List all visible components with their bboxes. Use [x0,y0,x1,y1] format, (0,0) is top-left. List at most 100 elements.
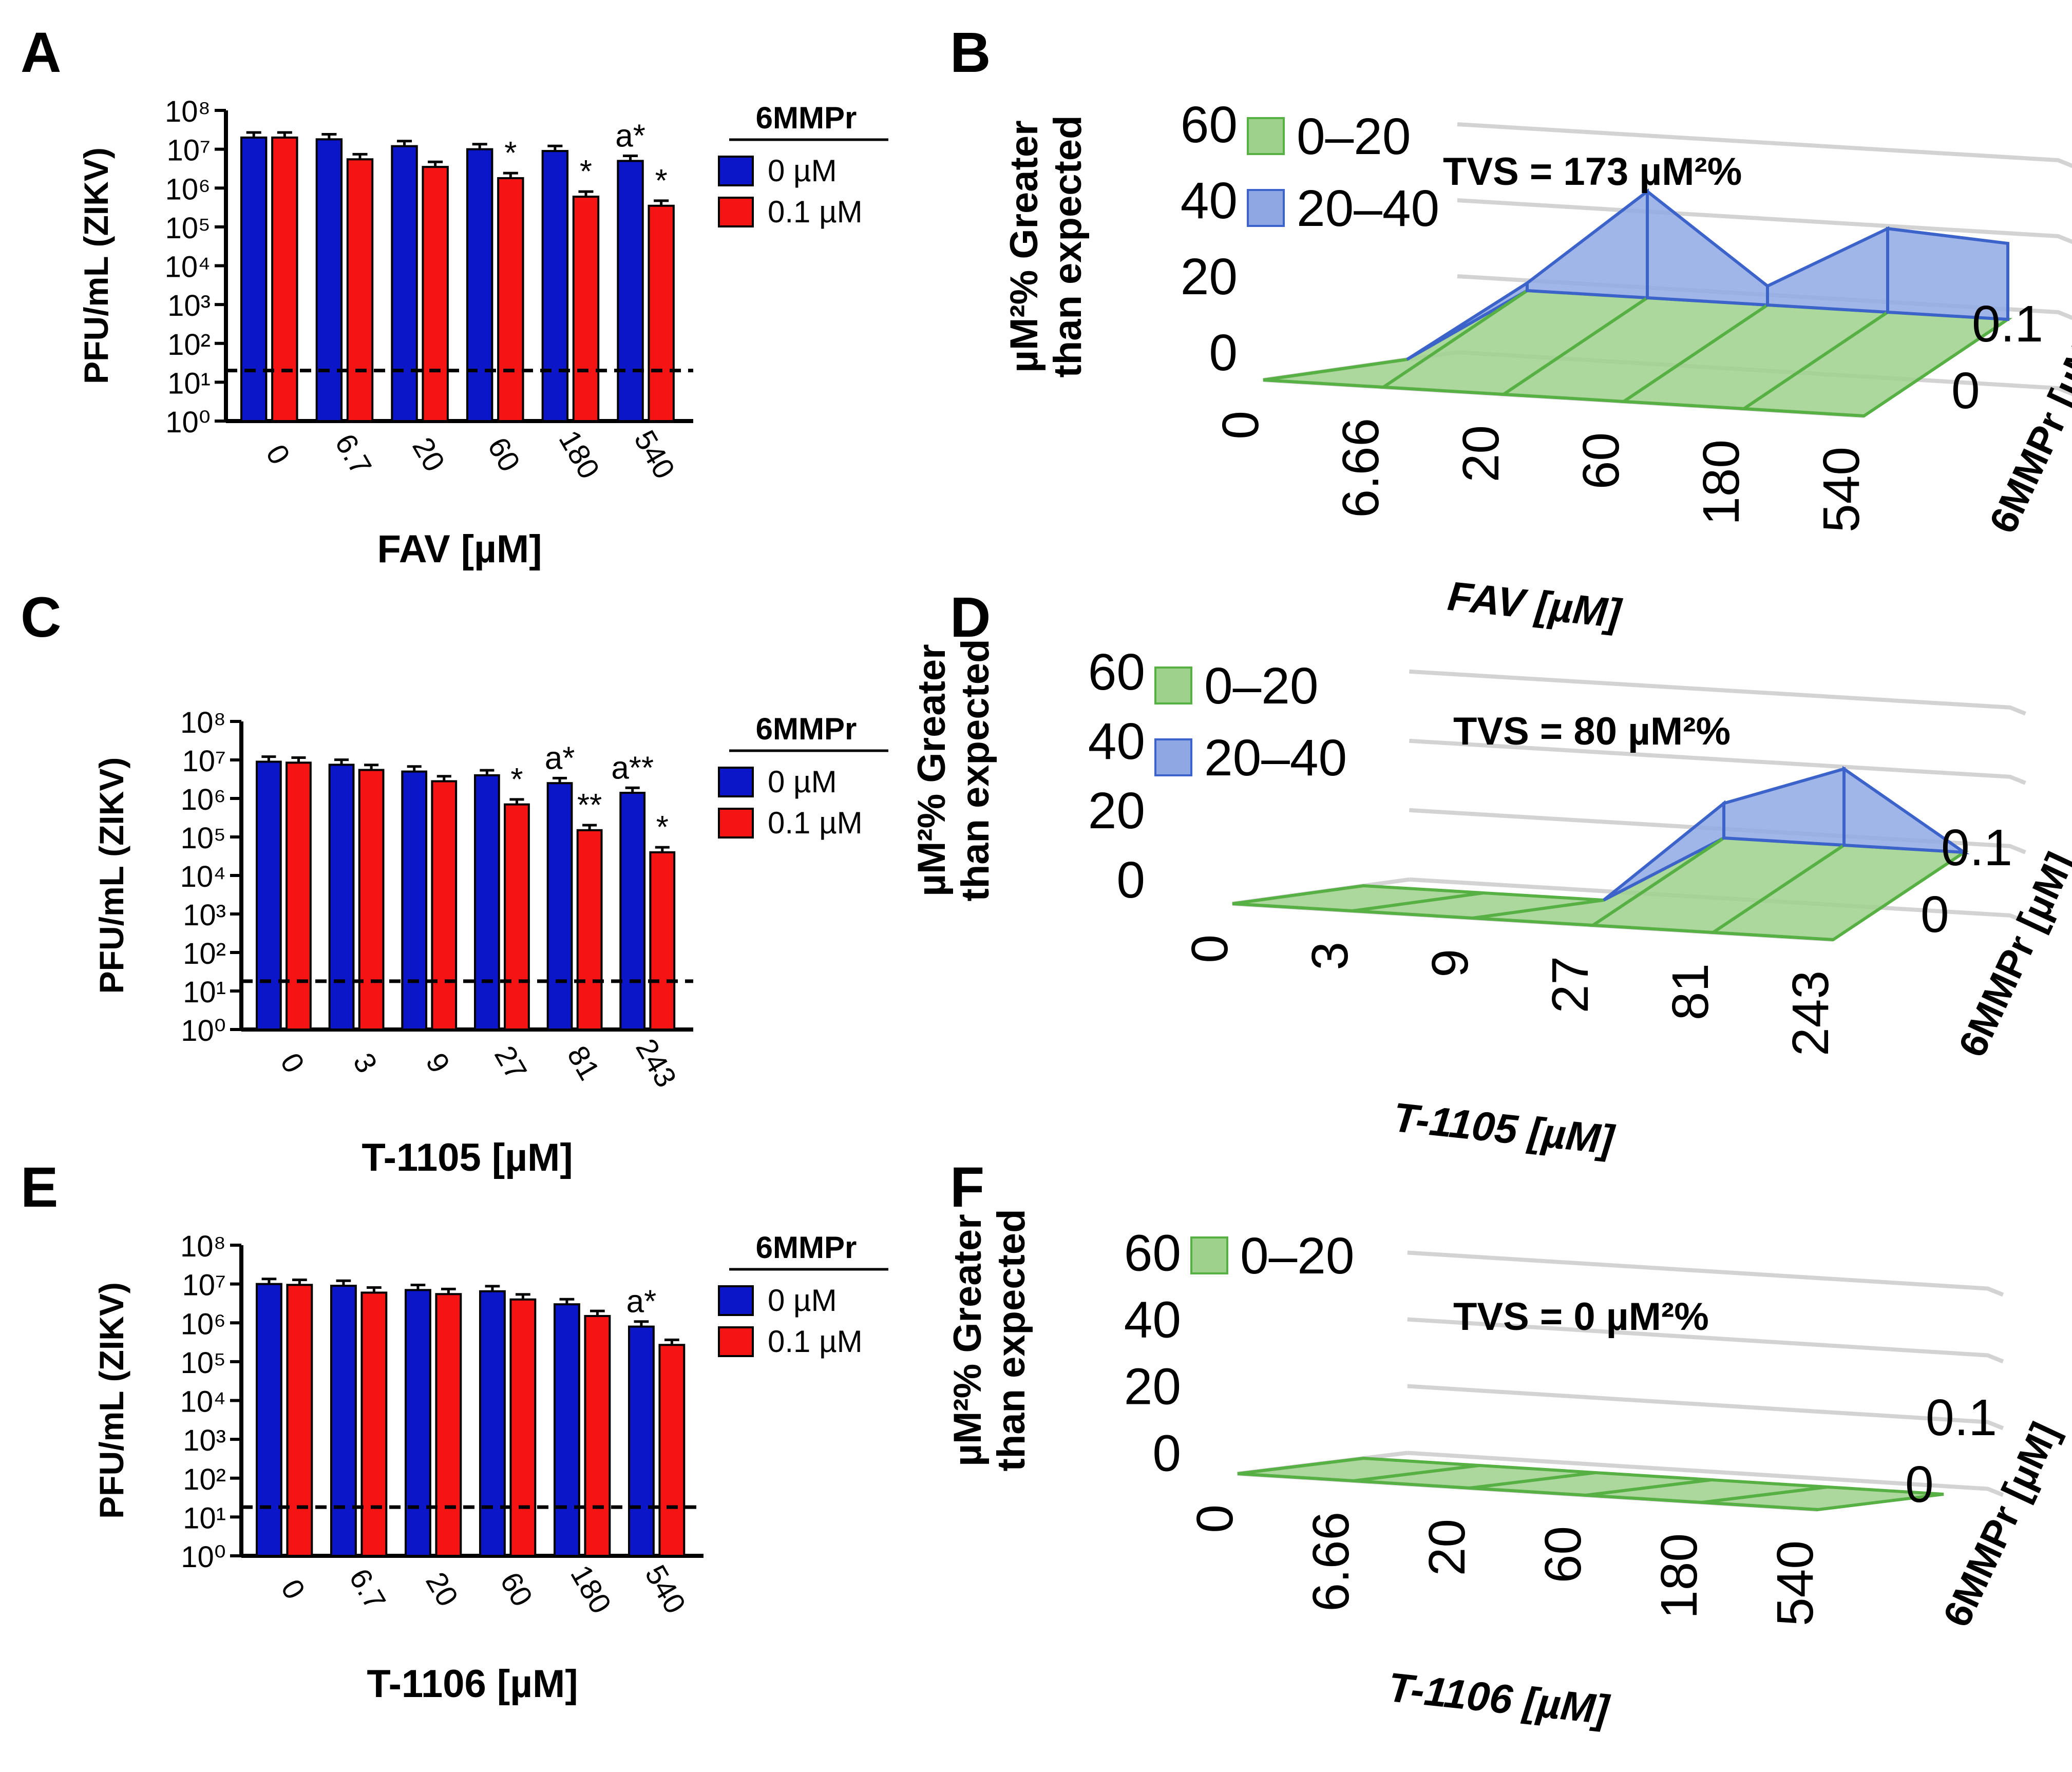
bar-blue-180 [554,1303,580,1557]
legend-label: 20–40 [1204,729,1347,787]
legend-title: 6MMPr [756,101,857,135]
z-value-tick-label: 0 [1116,851,1145,909]
x-tick-label: 540 [1813,447,1870,532]
bar-red-20 [422,166,449,422]
legend-label: 0 µM [768,765,837,799]
bar-blue-0 [256,760,282,1031]
x-tick-label: 60 [1572,432,1630,489]
y-tick-label: 10¹ [167,367,211,400]
bar-blue-3 [328,764,355,1031]
bar-blue-27 [474,774,500,1031]
x-tick-label: 3 [1301,942,1359,970]
bar-red-9 [431,780,458,1031]
depth-tick-label: 0 [1905,1456,1934,1513]
legend-swatch-blue [718,156,754,186]
y-tick-label: 10⁵ [180,822,226,855]
y-axis-label: PFU/mL (ZIKV) [77,147,115,384]
legend-label: 0–20 [1240,1227,1354,1285]
y-tick-label: 10⁴ [165,251,211,284]
area-chart-b: 0 20 40 60 µM²% Greater than expected 0 6.66 20 6… [1002,96,2072,637]
x-tick-label: 0 [1181,935,1239,963]
depth-tick-label: 0 [1951,362,1980,420]
back-gridline [1407,1384,2004,1431]
y-tick-label: 10⁶ [181,1307,226,1341]
surface-segment-green [1701,1485,1944,1512]
y-tick-label: 10¹ [183,976,226,1009]
legend-swatch-blue [1247,189,1285,227]
tvs-label: TVS = 173 µM²% [1443,150,1742,194]
z-value-tick-label: 60 [1088,643,1145,701]
z-value-tick-label: 0 [1209,324,1238,382]
significance-annotation: * [656,810,669,845]
panel-letter-d: D [950,586,991,649]
z-value-tick-label: 20 [1088,782,1145,840]
x-axis-label: T-1106 [µM] [367,1662,578,1706]
y-tick-label: 10⁶ [165,173,211,206]
legend-title: 6MMPr [756,712,857,746]
z-value-tick-label: 60 [1124,1225,1181,1282]
back-gridline [1409,808,2026,854]
x-tick-label: 20 [1418,1519,1476,1576]
y-tick-label: 10⁰ [181,1014,226,1047]
x-tick-label: 180 [1650,1533,1708,1619]
depth-tick-label: 0.1 [1972,295,2043,353]
x-tick-label: 243 [1782,970,1839,1056]
bar-red-81 [576,829,603,1031]
legend-label: 0 µM [768,1283,837,1318]
significance-annotation: a* [626,1284,657,1320]
bar-red-0 [286,761,312,1031]
legend-swatch-red [718,808,754,839]
legend-swatch-green [1154,666,1192,704]
x-axis-label: T-1105 [µM] [362,1136,573,1179]
y-tick-label: 10¹ [183,1501,226,1535]
x-tick-label: 6.66 [1332,418,1390,518]
y-axis-label-line1: µM²% Greater [1002,120,1046,372]
z-value-tick-label: 40 [1181,172,1238,230]
bar-red-243 [649,851,676,1031]
bar-red-6.7 [346,158,374,422]
x-tick-label: 540 [1766,1540,1824,1626]
bar-red-540 [648,204,675,422]
bar-red-20 [435,1293,462,1557]
back-gridline [1409,738,2026,785]
legend-swatch-green [1190,1236,1228,1274]
x-tick-label: 0 [1186,1504,1244,1533]
legend-label: 0.1 µM [768,806,863,840]
y-axis-label-line2: than expected [1046,115,1090,377]
y-tick-label: 10⁵ [180,1346,226,1380]
legend-title: 6MMPr [756,1230,857,1265]
y-tick-label: 10³ [183,1424,226,1457]
y-tick-label: 10⁷ [167,134,211,167]
y-tick-label: 10³ [167,289,211,322]
y-tick-label: 10³ [183,899,226,932]
y-tick-label: 10⁸ [180,706,226,739]
bar-red-6.7 [360,1291,388,1557]
bar-blue-60 [466,148,493,422]
x-axis-label: FAV [µM] [377,527,542,571]
x-tick-label: 0 [1212,411,1269,440]
bar-red-180 [572,196,600,422]
x-tick-label: 9 [1421,949,1479,978]
significance-annotation: * [510,762,523,797]
y-tick-label: 10⁸ [165,95,211,128]
x-tick-label: 60 [1534,1526,1592,1583]
bar-blue-81 [546,782,573,1031]
y-tick-label: 10⁴ [180,1385,226,1419]
z-value-tick-label: 40 [1124,1291,1181,1349]
y-axis-label: PFU/mL (ZIKV) [92,1282,130,1519]
y-tick-label: 10⁷ [182,1269,226,1302]
back-gridline [1409,877,2026,924]
y-tick-label: 10⁴ [180,860,226,893]
y-axis-label-line2: than expected [990,1209,1033,1471]
panel-letter-e: E [21,1156,58,1219]
bar-red-27 [504,803,530,1031]
legend-label: 0 µM [768,154,837,188]
depth-tick-label: 0.1 [1926,1389,1997,1446]
x-tick-label: 6.66 [1302,1512,1360,1612]
bar-red-180 [584,1314,611,1557]
bar-red-60 [497,177,524,422]
x-tick-label: 180 [1693,440,1750,525]
y-tick-label: 10² [167,328,211,361]
legend-label: 0.1 µM [768,195,863,229]
